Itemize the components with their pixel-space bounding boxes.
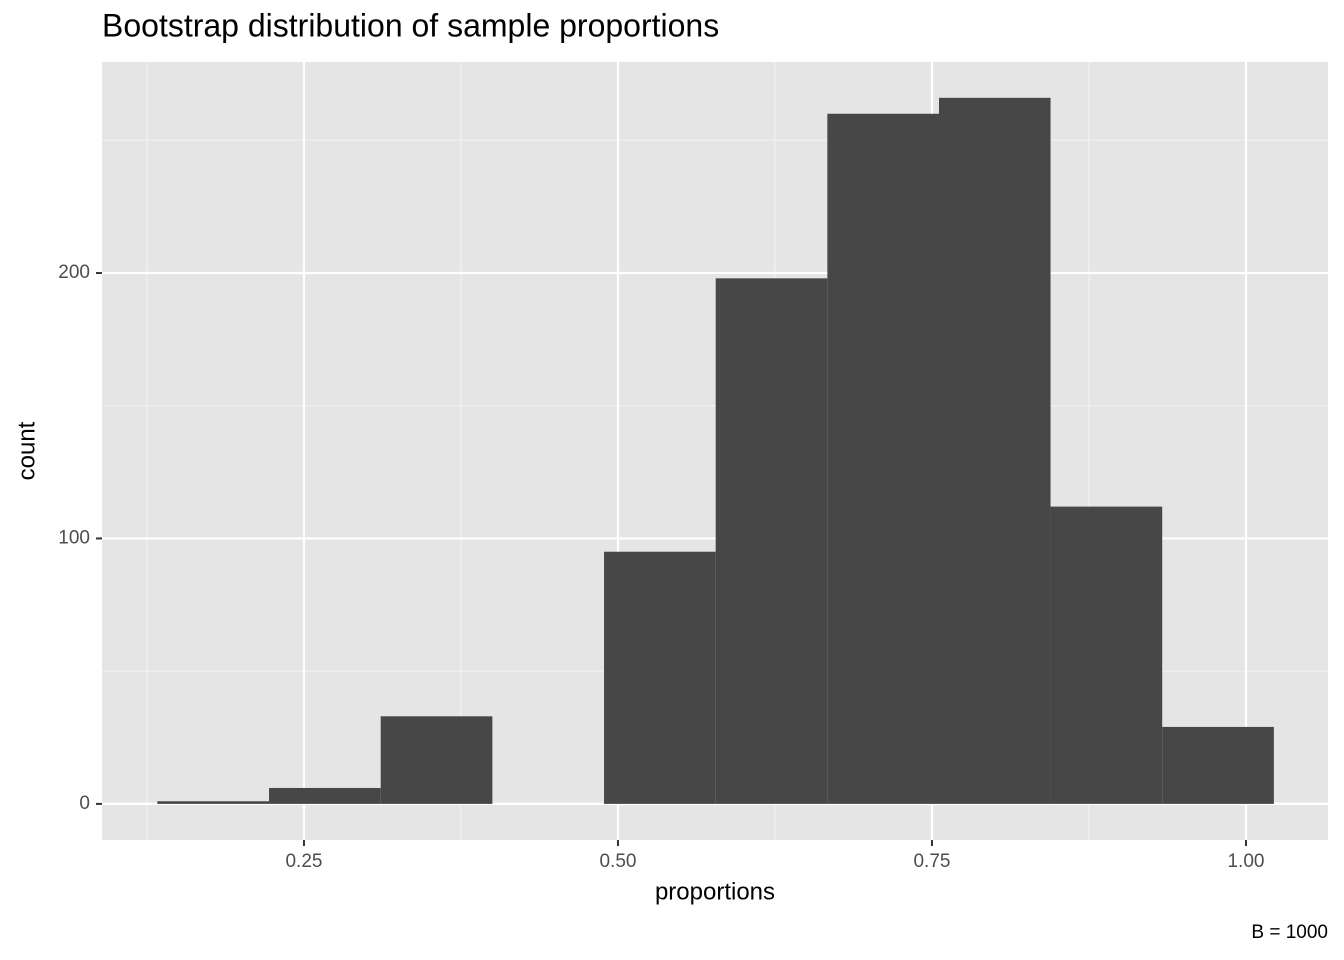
bar [604,551,716,804]
x-tick-label: 0.25 [285,851,322,872]
bar [827,113,940,804]
y-tick-label: 200 [58,262,90,283]
bar [269,787,381,804]
x-tick-label: 0.75 [913,851,950,872]
bar [939,97,1051,804]
bar [157,801,270,804]
caption: B = 1000 [1251,922,1328,943]
bar [1050,506,1163,804]
bar [1162,726,1274,804]
bar [715,278,828,804]
y-tick-label: 100 [58,527,90,548]
y-tick-label: 0 [79,793,90,814]
y-axis-title: count [13,421,40,480]
x-tick-label: 0.50 [599,851,636,872]
bar [380,716,493,804]
x-axis-title: proportions [655,878,775,905]
x-tick-label: 1.00 [1227,851,1264,872]
chart-title: Bootstrap distribution of sample proport… [102,7,719,43]
